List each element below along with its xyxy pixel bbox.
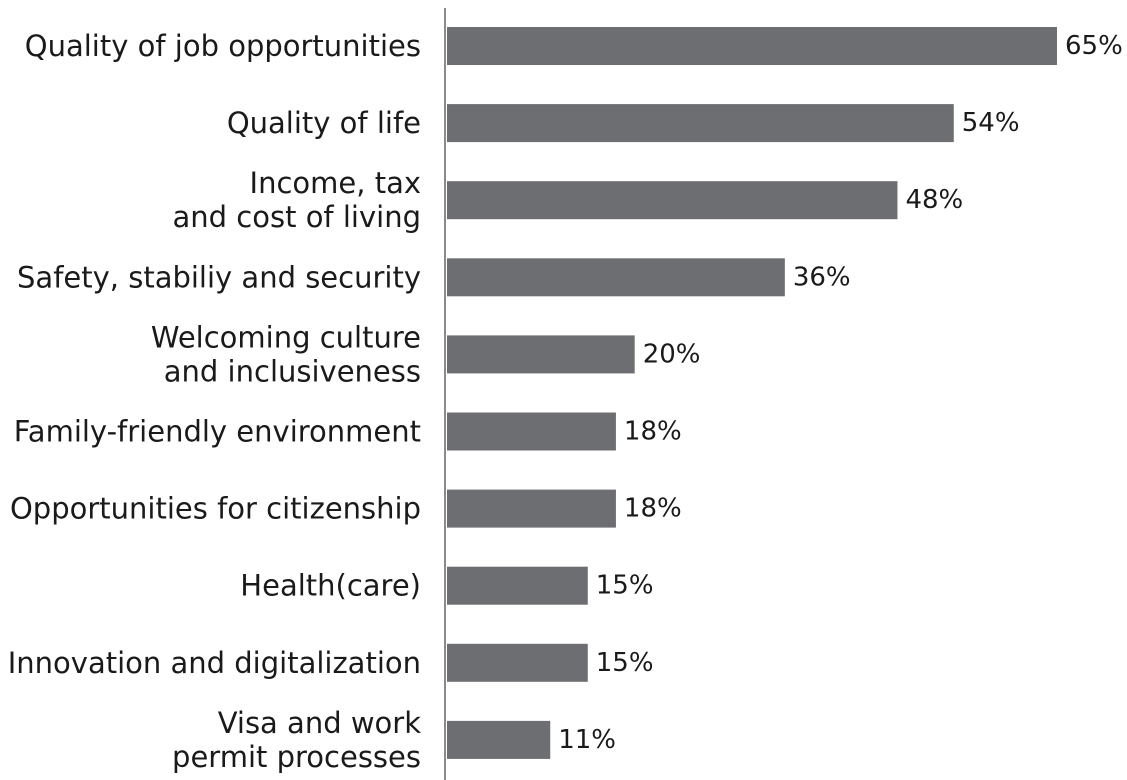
value-label: 36% (793, 262, 851, 292)
bar (447, 489, 616, 528)
category-label: permit processes (172, 740, 421, 774)
category-label: Opportunities for citizenship (10, 492, 421, 526)
bar (447, 258, 785, 297)
category-label: Quality of job opportunities (25, 29, 421, 63)
category-label: and inclusiveness (164, 354, 421, 388)
bar (447, 104, 954, 143)
category-label: Health(care) (240, 569, 421, 603)
category-label: and cost of living (173, 200, 421, 234)
category-label: Innovation and digitalization (8, 646, 421, 680)
bar (447, 27, 1057, 65)
value-label: 15% (596, 648, 654, 678)
category-label: Income, tax (250, 166, 421, 200)
bar (447, 335, 635, 374)
value-label: 18% (624, 417, 682, 447)
category-label: Safety, stabiliy and security (17, 260, 421, 294)
bar (447, 720, 551, 759)
value-label: 65% (1065, 31, 1123, 61)
category-label: Family-friendly environment (14, 415, 421, 449)
bar (447, 643, 588, 682)
value-label: 20% (643, 339, 701, 369)
category-label: Quality of life (227, 106, 421, 140)
value-label: 11% (558, 725, 616, 755)
value-label: 18% (624, 494, 682, 524)
bar (447, 181, 898, 220)
value-label: 54% (962, 108, 1020, 138)
category-label: Visa and work (218, 706, 422, 740)
value-label: 15% (596, 571, 654, 601)
bar (447, 566, 588, 605)
category-label: Welcoming culture (151, 320, 421, 354)
bar (447, 412, 616, 451)
value-label: 48% (905, 185, 963, 215)
